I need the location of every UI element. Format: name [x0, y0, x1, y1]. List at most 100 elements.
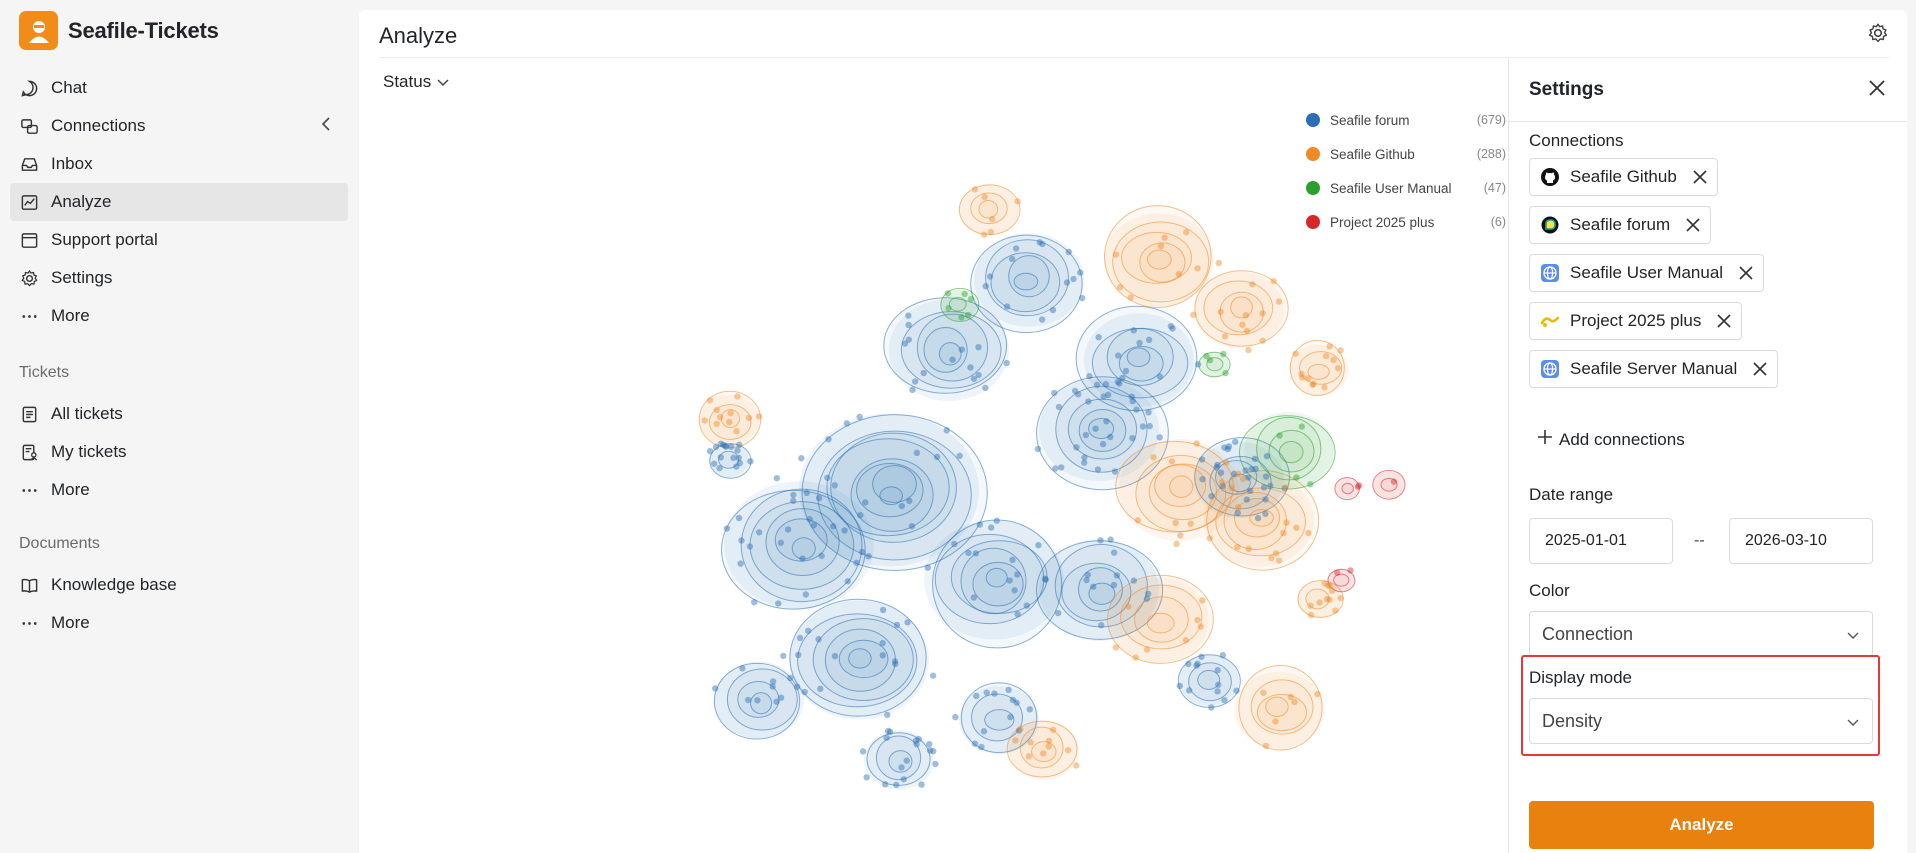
remove-connection-icon[interactable] — [1739, 266, 1753, 280]
data-point[interactable] — [737, 560, 744, 567]
data-point[interactable] — [1098, 621, 1105, 629]
data-point[interactable] — [751, 598, 758, 606]
data-point[interactable] — [1208, 704, 1215, 711]
data-point[interactable] — [1083, 576, 1090, 584]
data-point[interactable] — [1309, 381, 1316, 388]
data-point[interactable] — [1245, 474, 1252, 481]
data-point[interactable] — [1225, 443, 1233, 450]
data-point[interactable] — [1314, 690, 1321, 698]
add-connections-button[interactable]: Add connections — [1537, 429, 1685, 450]
data-point[interactable] — [1143, 595, 1151, 602]
data-point[interactable] — [1026, 706, 1033, 713]
data-point[interactable] — [1040, 750, 1047, 757]
data-point[interactable] — [727, 409, 734, 417]
data-point[interactable] — [1157, 242, 1165, 250]
data-point[interactable] — [745, 414, 753, 422]
data-point[interactable] — [1214, 461, 1221, 469]
data-point[interactable] — [1254, 514, 1262, 522]
data-point[interactable] — [1017, 725, 1024, 733]
data-point[interactable] — [1326, 596, 1333, 603]
data-point[interactable] — [769, 683, 776, 690]
data-point[interactable] — [958, 346, 965, 353]
data-point[interactable] — [1239, 475, 1247, 483]
data-point[interactable] — [1145, 409, 1152, 416]
data-point[interactable] — [1116, 380, 1123, 387]
data-point[interactable] — [1145, 336, 1153, 344]
data-point[interactable] — [1074, 391, 1082, 398]
data-point[interactable] — [1090, 583, 1097, 590]
nav-item-documents-more[interactable]: More — [10, 604, 348, 642]
data-point[interactable] — [1292, 350, 1299, 357]
data-point[interactable] — [1246, 487, 1254, 495]
data-point[interactable] — [1235, 470, 1242, 477]
data-point[interactable] — [898, 502, 906, 510]
data-point[interactable] — [810, 522, 818, 529]
data-point[interactable] — [1014, 571, 1021, 578]
data-point[interactable] — [717, 454, 725, 461]
data-point[interactable] — [949, 356, 956, 363]
data-point[interactable] — [1242, 467, 1249, 474]
data-point[interactable] — [1005, 686, 1012, 694]
data-point[interactable] — [944, 290, 952, 297]
data-point[interactable] — [1233, 687, 1240, 694]
data-point[interactable] — [1206, 357, 1214, 364]
data-point[interactable] — [883, 734, 890, 741]
data-point[interactable] — [1086, 372, 1093, 380]
data-point[interactable] — [982, 283, 989, 290]
data-point[interactable] — [1299, 374, 1306, 381]
data-point[interactable] — [884, 711, 891, 719]
data-point[interactable] — [717, 440, 725, 447]
data-point[interactable] — [1113, 572, 1121, 579]
data-point[interactable] — [1006, 577, 1013, 584]
data-point[interactable] — [964, 311, 972, 319]
data-point[interactable] — [1023, 602, 1030, 609]
close-icon[interactable] — [1867, 78, 1887, 103]
data-point[interactable] — [1011, 587, 1018, 594]
data-point[interactable] — [1143, 646, 1151, 653]
data-point[interactable] — [1150, 454, 1157, 461]
legend-item[interactable]: Seafile Github (288) — [1306, 137, 1506, 171]
data-point[interactable] — [1012, 737, 1019, 744]
nav-item-all-tickets[interactable]: All tickets — [10, 395, 348, 433]
data-point[interactable] — [1185, 660, 1192, 668]
data-point[interactable] — [1112, 644, 1120, 651]
data-point[interactable] — [710, 460, 718, 467]
data-point[interactable] — [1221, 333, 1229, 340]
data-point[interactable] — [1014, 198, 1021, 205]
nav-item-support-portal[interactable]: Support portal — [10, 221, 348, 259]
data-point[interactable] — [943, 427, 950, 434]
data-point[interactable] — [1194, 616, 1201, 624]
data-point[interactable] — [1013, 699, 1020, 706]
data-point[interactable] — [1334, 364, 1342, 372]
data-point[interactable] — [1355, 482, 1363, 489]
data-point[interactable] — [1252, 465, 1259, 473]
data-point[interactable] — [1073, 762, 1080, 769]
data-point[interactable] — [1307, 602, 1314, 609]
data-point[interactable] — [795, 651, 802, 659]
data-point[interactable] — [1321, 384, 1328, 391]
data-point[interactable] — [913, 741, 920, 748]
data-point[interactable] — [1251, 455, 1259, 463]
data-point[interactable] — [1129, 397, 1136, 405]
data-point[interactable] — [1125, 603, 1132, 610]
data-point[interactable] — [796, 634, 804, 642]
data-point[interactable] — [1194, 361, 1202, 368]
data-point[interactable] — [786, 674, 794, 682]
data-point[interactable] — [1263, 452, 1271, 460]
data-point[interactable] — [1298, 370, 1305, 378]
data-point[interactable] — [973, 692, 980, 700]
data-point[interactable] — [987, 524, 995, 531]
data-point[interactable] — [1144, 590, 1152, 598]
data-point[interactable] — [980, 231, 988, 238]
data-point[interactable] — [1347, 567, 1354, 574]
data-point[interactable] — [862, 499, 869, 506]
data-point[interactable] — [1198, 456, 1206, 463]
data-point[interactable] — [1025, 753, 1033, 760]
data-point[interactable] — [735, 454, 742, 462]
nav-item-analyze[interactable]: Analyze — [10, 183, 348, 221]
data-point[interactable] — [1063, 279, 1071, 286]
data-point[interactable] — [777, 694, 785, 701]
data-point[interactable] — [970, 375, 978, 382]
data-point[interactable] — [971, 740, 979, 747]
data-point[interactable] — [804, 627, 812, 635]
